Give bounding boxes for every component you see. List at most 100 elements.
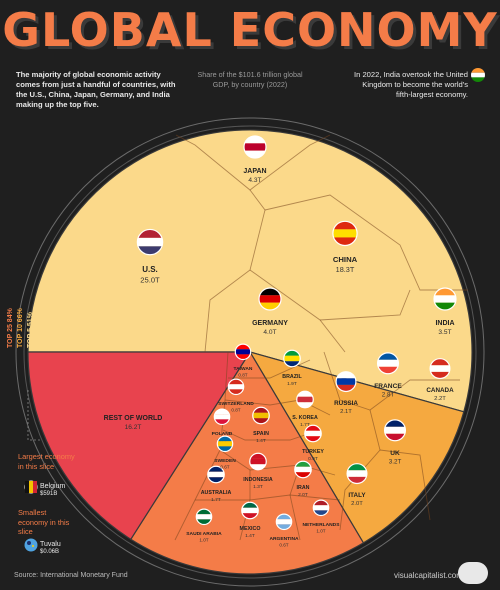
chart-subtitle: Share of the $101.6 trillion global GDP,… — [197, 70, 303, 89]
canada-value: 2.2T — [434, 396, 446, 402]
sweden-label: SWEDEN — [214, 458, 236, 464]
australia-value: 1.7T — [211, 497, 221, 503]
uk-value: 3.2T — [389, 459, 402, 466]
largest-note: Largest economy in this slice — [18, 452, 75, 471]
japan-label: JAPAN — [243, 168, 266, 175]
netherlands-label: NETHERLANDS — [303, 522, 341, 528]
taiwan-flag-icon — [234, 343, 252, 361]
saudi-arabia-flag-icon — [195, 508, 213, 526]
slice-divider — [195, 494, 341, 501]
iran-label: IRAN — [297, 485, 310, 491]
rest-of-world-value: 16.2T — [125, 424, 142, 431]
sweden-value: 0.6T — [220, 464, 229, 469]
slice-germany: GERMANY 4.0T — [252, 287, 288, 336]
turkey-label: TURKEY — [302, 449, 324, 455]
chart-title: GLOBAL ECONOMY — [2, 3, 498, 57]
uk-flag-icon — [383, 419, 407, 442]
sweden-flag-icon — [216, 435, 234, 453]
top-label-0: TOP 25 84% — [7, 307, 14, 348]
germany-label: GERMANY — [252, 320, 288, 327]
source: Source: International Monetary Fund — [14, 572, 128, 579]
iran-value: 2.0T — [298, 492, 308, 498]
spain-flag-icon — [252, 406, 270, 425]
turkey-flag-icon — [304, 424, 322, 443]
smallest-value: $0.06B — [40, 549, 60, 555]
u-s-flag-icon — [136, 228, 164, 256]
top-label-2: TOP 5 51% — [27, 311, 34, 348]
switzerland-value: 0.8T — [231, 407, 240, 412]
russia-label: RUSSIA — [334, 400, 358, 407]
iran-flag-icon — [294, 460, 312, 479]
italy-value: 2.0T — [351, 501, 363, 507]
outer-ring — [15, 117, 485, 587]
intro-text: The majority of global economic activity… — [16, 70, 176, 109]
largest-value: $591B — [40, 491, 58, 497]
india-flag-icon — [433, 287, 457, 311]
s-korea-flag-icon — [296, 390, 314, 409]
china-value: 18.3T — [336, 265, 355, 274]
slice-divider — [289, 494, 301, 541]
smallest-country: Tuvalu — [40, 541, 61, 548]
slice-uk: UK 3.2T — [383, 419, 407, 466]
slice-canada: CANADA 2.2T — [426, 358, 454, 402]
rest-connector — [27, 390, 40, 441]
poland-label: POLAND — [212, 431, 233, 437]
brazil-value: 1.9T — [287, 381, 297, 387]
switzerland-label: SWITZERLAND — [218, 401, 254, 407]
slice-group-rest-of-world — [27, 351, 252, 541]
russia-flag-icon — [335, 371, 357, 393]
top-label-1: TOP 10 66% — [17, 307, 24, 348]
spain-label: SPAIN — [253, 431, 269, 437]
s-korea-label: S. KOREA — [292, 415, 318, 421]
italy-label: ITALY — [348, 492, 366, 499]
brazil-flag-icon — [283, 349, 301, 368]
india-label: INDIA — [435, 320, 454, 327]
argentina-flag-icon — [275, 513, 293, 531]
japan-value: 4.3T — [248, 177, 261, 184]
india-note: In 2022, India overtook the United Kingd… — [354, 70, 468, 99]
indonesia-flag-icon — [249, 452, 267, 471]
argentina-label: ARGENTINA — [269, 536, 299, 542]
germany-flag-icon — [258, 287, 282, 311]
netherlands-flag-icon — [312, 499, 330, 517]
mexico-label: MEXICO — [240, 526, 261, 532]
saudi-arabia-label: SAUDI ARABIA — [186, 531, 222, 537]
brand-logo-icon — [458, 562, 488, 584]
inner-ring — [23, 125, 477, 579]
slice-divider — [319, 289, 411, 321]
largest-country: Belgium — [40, 483, 66, 490]
slice-japan: JAPAN 4.3T — [243, 135, 267, 184]
slice-india: INDIA 3.5T — [433, 287, 457, 336]
slice-rest-of-world: REST OF WORLD 16.2T — [104, 415, 163, 431]
slice-group-top5 — [27, 129, 473, 413]
netherlands-value: 1.0T — [316, 528, 325, 533]
france-label: FRANCE — [374, 383, 402, 390]
brazil-label: BRAZIL — [282, 374, 302, 380]
mexico-flag-icon — [241, 501, 259, 520]
india-value: 3.5T — [438, 329, 451, 336]
france-flag-icon — [376, 352, 400, 375]
saudi-arabia-value: 1.0T — [199, 537, 208, 542]
spain-value: 1.4T — [256, 438, 266, 444]
germany-value: 4.0T — [263, 329, 276, 336]
slice-divider — [264, 194, 468, 291]
australia-flag-icon — [207, 465, 225, 484]
turkey-value: 0.9T — [308, 456, 318, 462]
taiwan-label: TAIWAN — [234, 366, 253, 372]
tuvalu-flag-icon — [24, 538, 38, 552]
argentina-value: 0.6T — [279, 542, 288, 547]
brand: visualcapitalist.com — [394, 571, 463, 580]
